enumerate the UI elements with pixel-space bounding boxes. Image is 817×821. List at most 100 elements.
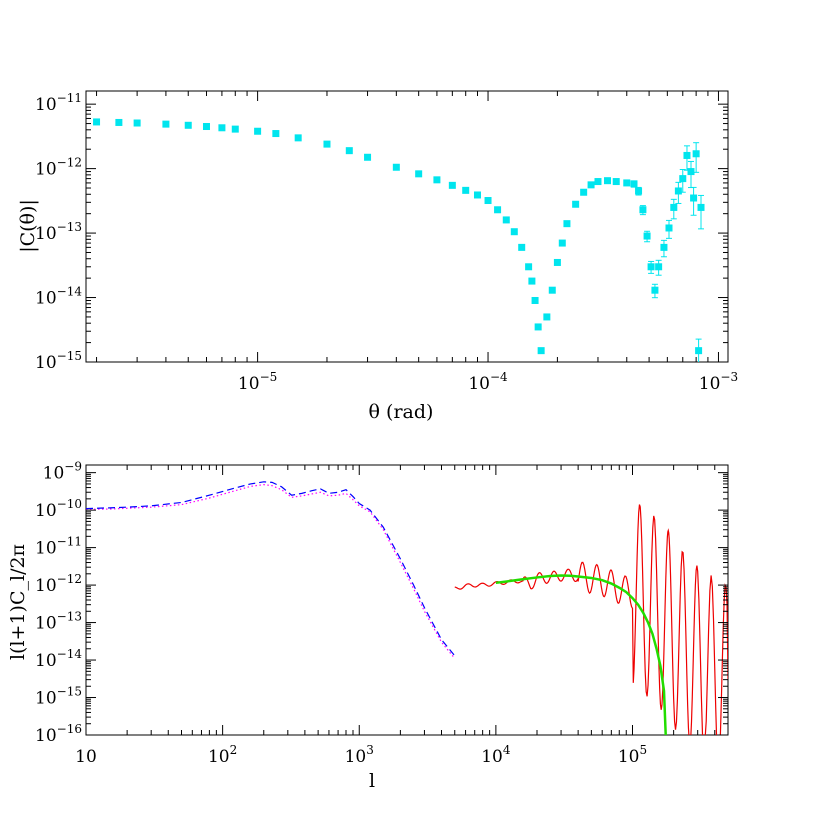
data-point [687,168,695,176]
data-point [630,180,638,188]
data-point [692,150,700,158]
data-point [660,243,668,251]
data-point [623,179,631,187]
top-ylabel: |C(θ)| [17,199,39,253]
data-point [484,197,492,205]
data-point [655,263,663,271]
data-point [697,203,705,211]
data-point [473,191,481,199]
data-point [670,203,678,211]
data-point [635,187,643,195]
data-point [345,147,353,155]
data-point [558,239,566,247]
bottom-plot-frame [85,464,729,736]
data-point [115,118,123,126]
data-point [254,127,262,135]
data-point [580,188,588,196]
data-point [553,258,561,266]
data-point [525,263,533,271]
bottom-axes-group: 10 102 103 104 105 10−16 10−15 10−14 10−13 10−12 1… [35,460,729,767]
data-point [587,181,595,189]
data-point [392,163,400,171]
data-point [448,181,456,189]
data-point [162,120,170,128]
data-point [543,313,551,321]
data-point [695,347,703,355]
bottom-panel: 10 102 103 104 105 10−16 10−15 10−14 10−13 10−12 1… [7,460,729,792]
bottom-series-group [86,481,728,735]
bottom-xtick-label: 104 [481,743,511,767]
bottom-ytick-label: 10−14 [35,647,82,671]
top-xlabel: θ (rad) [369,401,434,423]
bottom-ytick-label: 10−12 [35,572,82,596]
bottom-ytick-label: 10−13 [35,610,82,634]
bottom-clipped-series [86,481,728,735]
series-line-2 [454,504,728,735]
data-point [531,296,539,304]
top-ytick-label: 10−13 [35,220,82,244]
data-point [651,286,659,294]
data-point [518,243,526,251]
bottom-xtick-label: 10 [75,747,97,767]
data-point [534,323,542,331]
data-point [272,130,280,138]
bottom-ytick-label: 10−16 [35,722,82,746]
bottom-ytick-label: 10−15 [35,685,82,709]
data-point [294,134,302,142]
data-point [218,124,226,132]
data-point [133,119,141,127]
bottom-ytick-label: 10−10 [35,497,82,521]
bottom-ytick-label: 10−11 [35,535,82,559]
top-panel: 10−5 10−4 10−3 10−15 10−14 10−13 10−12 10−11 θ … [17,90,738,423]
data-point [494,206,502,214]
data-point [612,178,620,186]
data-point [548,286,556,294]
data-point [528,277,536,285]
data-point [510,228,518,236]
data-point [537,347,545,355]
series-line-3 [495,574,667,735]
data-point [643,232,651,240]
data-point [679,175,687,183]
data-point [364,153,372,161]
top-ytick-label: 10−12 [35,156,82,180]
series-line-0 [86,483,456,659]
bottom-xlabel: l [369,770,375,792]
bottom-xtick-label: 105 [618,743,647,767]
top-xtick-label: 10−5 [238,370,277,394]
top-ytick-label: 10−11 [35,91,82,115]
data-point [433,176,441,184]
data-point [604,177,612,185]
top-axes-group: 10−5 10−4 10−3 10−15 10−14 10−13 10−12 10−11 [35,91,738,394]
data-point [323,140,331,148]
data-point [202,123,210,131]
series-line-1 [86,481,456,657]
top-ytick-label: 10−15 [35,349,82,373]
top-xtick-label: 10−4 [468,370,508,394]
data-point [639,206,647,214]
data-point [462,186,470,194]
data-point [231,125,239,133]
top-xtick-label: 10−3 [699,370,738,394]
top-ytick-label: 10−14 [35,285,82,309]
data-point [665,224,673,232]
data-point [690,194,698,202]
top-series-group [93,118,705,362]
data-point [594,178,602,186]
bottom-ylabel: l(l+1)C_l/2π [7,544,29,660]
data-point [683,151,691,159]
data-point [572,200,580,208]
bottom-ytick-label: 10−9 [43,460,82,484]
bottom-xtick-label: 103 [345,743,374,767]
data-point [415,170,423,178]
data-point [502,216,510,224]
data-point [647,263,655,271]
bottom-xtick-label: 102 [208,743,237,767]
data-point [93,118,101,126]
data-point [674,187,682,195]
top-plot-frame [85,90,729,363]
data-point [563,220,571,228]
data-point [184,121,192,129]
